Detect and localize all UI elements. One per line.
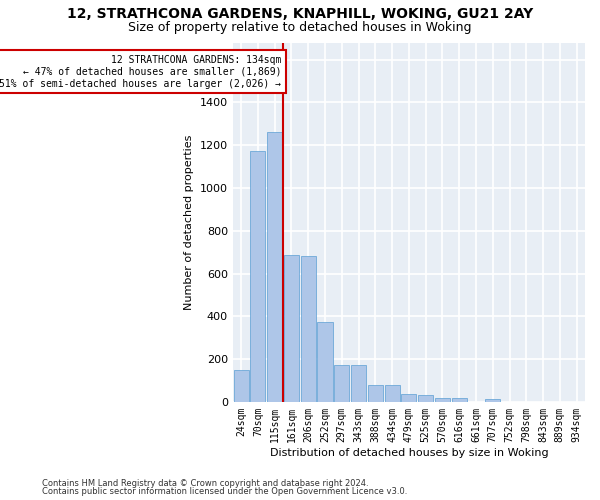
X-axis label: Distribution of detached houses by size in Woking: Distribution of detached houses by size … [269, 448, 548, 458]
Text: Contains public sector information licensed under the Open Government Licence v3: Contains public sector information licen… [42, 487, 407, 496]
Bar [351, 366, 366, 402]
Text: Size of property relative to detached houses in Woking: Size of property relative to detached ho… [128, 21, 472, 34]
Bar [267, 132, 282, 402]
Y-axis label: Number of detached properties: Number of detached properties [184, 134, 194, 310]
Bar [301, 256, 316, 402]
Bar [452, 398, 467, 402]
Bar [334, 366, 349, 402]
Text: Contains HM Land Registry data © Crown copyright and database right 2024.: Contains HM Land Registry data © Crown c… [42, 478, 368, 488]
Bar [401, 394, 416, 402]
Bar [317, 322, 332, 402]
Text: 12, STRATHCONA GARDENS, KNAPHILL, WOKING, GU21 2AY: 12, STRATHCONA GARDENS, KNAPHILL, WOKING… [67, 8, 533, 22]
Text: 12 STRATHCONA GARDENS: 134sqm
← 47% of detached houses are smaller (1,869)
51% o: 12 STRATHCONA GARDENS: 134sqm ← 47% of d… [0, 56, 281, 88]
Bar [233, 370, 249, 402]
Bar [284, 256, 299, 402]
Bar [485, 398, 500, 402]
Bar [368, 384, 383, 402]
Bar [418, 396, 433, 402]
Bar [385, 384, 400, 402]
Bar [435, 398, 450, 402]
Bar [250, 150, 265, 402]
